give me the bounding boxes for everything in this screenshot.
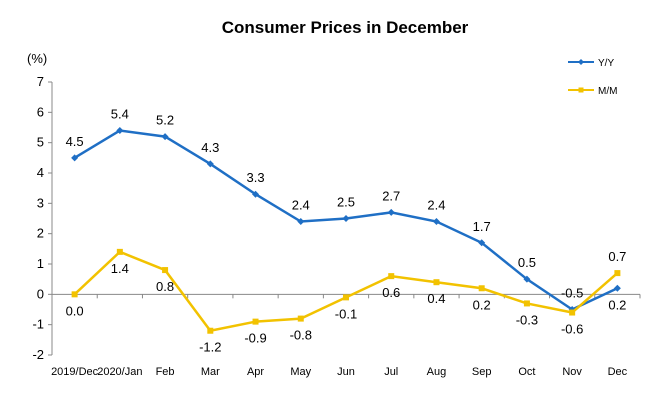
y-tick-label: 6 bbox=[37, 104, 44, 119]
x-tick-label: Mar bbox=[201, 366, 220, 378]
x-tick-label: 2019/Dec bbox=[51, 366, 99, 378]
data-point bbox=[161, 133, 169, 141]
data-point bbox=[388, 273, 395, 280]
data-label: 0.2 bbox=[608, 297, 626, 312]
x-tick-label: Feb bbox=[156, 366, 175, 378]
data-point bbox=[207, 327, 214, 334]
data-point bbox=[613, 284, 621, 292]
y-axis-unit: (%) bbox=[27, 51, 47, 66]
chart-title: Consumer Prices in December bbox=[222, 18, 469, 37]
data-point bbox=[252, 190, 260, 198]
y-tick-label: 5 bbox=[37, 135, 44, 150]
data-label: 0.5 bbox=[518, 255, 536, 270]
legend-label: M/M bbox=[598, 86, 617, 97]
data-point bbox=[71, 154, 79, 162]
data-point bbox=[343, 294, 349, 301]
data-labels: 4.5 5.4 5.2 4.3 3.3 2.4 2.5 2.7 2.4 1.7 0.5 -0.5 0.2… bbox=[66, 107, 627, 355]
y-tick-label: 4 bbox=[37, 165, 44, 180]
data-label: 5.4 bbox=[111, 107, 129, 122]
y-tick-label: 1 bbox=[37, 256, 44, 271]
data-point bbox=[432, 218, 440, 226]
data-label: 4.3 bbox=[201, 140, 219, 155]
x-tick-label: Jun bbox=[337, 366, 355, 378]
data-label: -0.1 bbox=[335, 306, 357, 321]
x-tick-label: May bbox=[290, 366, 311, 378]
data-label: -0.5 bbox=[561, 286, 583, 301]
y-tick-label: -1 bbox=[32, 317, 44, 332]
data-label: 2.4 bbox=[292, 198, 310, 213]
data-label: 3.3 bbox=[246, 170, 264, 185]
y-tick-label: 7 bbox=[37, 74, 44, 89]
data-label: 0.0 bbox=[66, 303, 84, 318]
x-tick-label: Nov bbox=[562, 366, 582, 378]
legend-marker bbox=[578, 59, 584, 65]
data-point bbox=[478, 239, 486, 247]
data-label: -0.6 bbox=[561, 322, 583, 337]
data-label: 0.8 bbox=[156, 279, 174, 294]
data-label: -0.9 bbox=[244, 331, 266, 346]
data-label: 0.6 bbox=[382, 285, 400, 300]
data-label: 0.2 bbox=[473, 297, 491, 312]
data-point bbox=[297, 218, 305, 226]
x-tick-label: Jul bbox=[384, 366, 398, 378]
data-label: 2.4 bbox=[427, 198, 445, 213]
data-label: 0.7 bbox=[608, 249, 626, 264]
x-tick-label: Oct bbox=[518, 366, 535, 378]
legend-label: Y/Y bbox=[598, 58, 614, 69]
y-tick-label: 2 bbox=[37, 226, 44, 241]
data-point bbox=[433, 279, 440, 286]
x-tick-label: Dec bbox=[608, 366, 628, 378]
legend-marker bbox=[578, 87, 584, 93]
data-label: 1.7 bbox=[473, 219, 491, 234]
data-point bbox=[252, 318, 259, 325]
x-tick-label: Sep bbox=[472, 366, 492, 378]
data-point bbox=[569, 309, 576, 316]
y-tick-label: 0 bbox=[37, 286, 44, 301]
data-point bbox=[387, 208, 395, 216]
data-label: -1.2 bbox=[199, 340, 221, 355]
data-point bbox=[297, 315, 304, 322]
data-point bbox=[523, 300, 530, 307]
data-point bbox=[614, 270, 621, 277]
legend: Y/Y M/M bbox=[568, 58, 617, 97]
y-tick-label: 3 bbox=[37, 195, 44, 210]
data-label: 0.4 bbox=[427, 291, 445, 306]
x-tick-label: Aug bbox=[427, 366, 447, 378]
data-label: 1.4 bbox=[111, 261, 129, 276]
x-tick-label: Apr bbox=[247, 366, 264, 378]
data-point bbox=[116, 248, 123, 255]
series-layer bbox=[71, 127, 621, 334]
data-label: 2.7 bbox=[382, 188, 400, 203]
y-tick-label: -2 bbox=[32, 347, 44, 362]
data-point bbox=[478, 285, 485, 292]
data-point bbox=[206, 160, 214, 168]
data-point bbox=[523, 275, 531, 283]
data-label: 5.2 bbox=[156, 113, 174, 128]
data-label: 2.5 bbox=[337, 195, 355, 210]
data-point bbox=[71, 291, 78, 298]
data-label: -0.8 bbox=[290, 328, 312, 343]
data-point bbox=[162, 267, 169, 274]
data-point bbox=[342, 215, 350, 222]
x-tick-label: 2020/Jan bbox=[97, 366, 142, 378]
data-label: 4.5 bbox=[66, 134, 84, 149]
data-label: -0.3 bbox=[516, 312, 538, 327]
axes: -2 -1 0 1 2 3 4 5 6 7 2019/Dec 2020/Jan Feb Mar Apr May… bbox=[32, 74, 641, 378]
data-point bbox=[116, 127, 124, 135]
